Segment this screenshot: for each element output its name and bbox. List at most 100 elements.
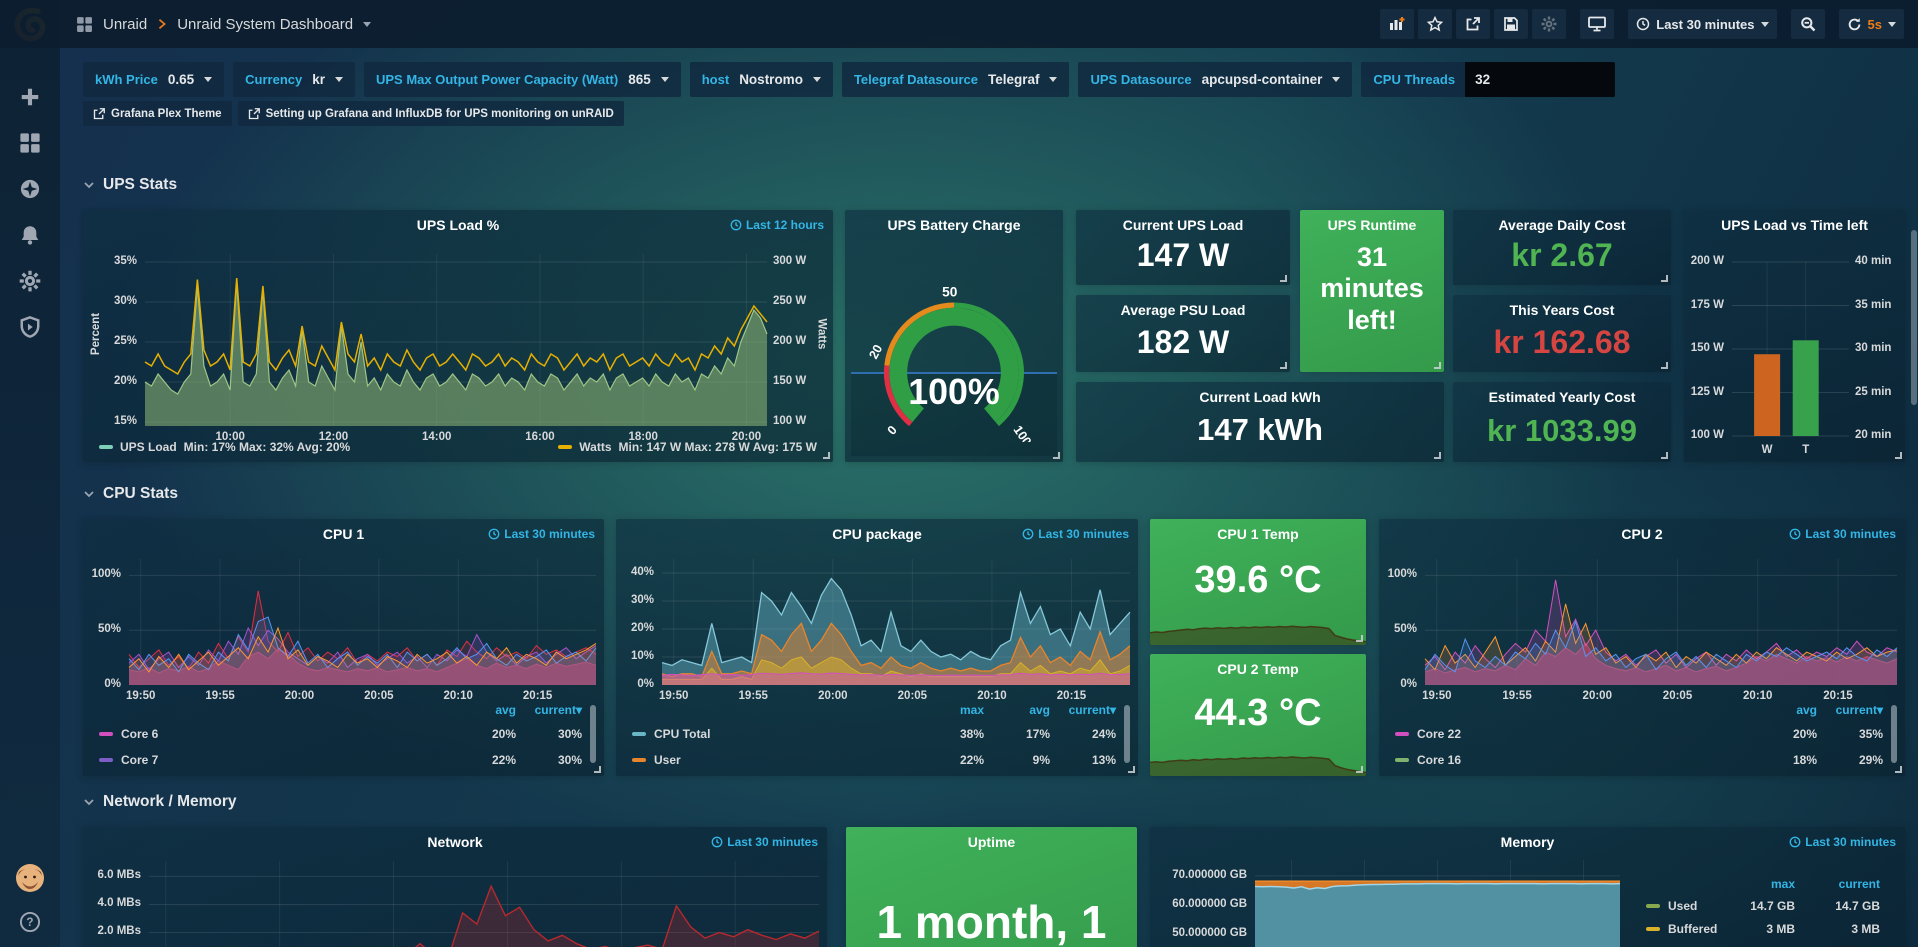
chart-cpu1[interactable]: 19:5019:5520:0020:0520:1020:150%50%100% xyxy=(83,553,604,685)
panel-resize-handle[interactable] xyxy=(1434,452,1441,459)
panel-resize-handle[interactable] xyxy=(1434,362,1441,369)
save-button[interactable] xyxy=(1494,9,1528,39)
legend-series[interactable]: User xyxy=(632,753,681,767)
variable-kwh-price[interactable]: kWh Price0.65 xyxy=(83,62,224,97)
page-title[interactable]: Unraid System Dashboard xyxy=(177,16,353,33)
panel-timerange[interactable]: Last 30 minutes xyxy=(488,527,595,541)
panel-timerange[interactable]: Last 30 minutes xyxy=(1789,835,1896,849)
axis-tick: 20:15 xyxy=(1048,690,1096,702)
panel-timerange[interactable]: Last 30 minutes xyxy=(711,835,818,849)
add-panel-button[interactable] xyxy=(1380,9,1414,39)
panel-resize-handle[interactable] xyxy=(1280,275,1287,282)
legend-col-max[interactable]: max xyxy=(929,703,984,717)
panel-resize-handle[interactable] xyxy=(823,452,830,459)
legend-col-current[interactable]: current xyxy=(1810,877,1880,891)
legend-col-current[interactable]: current▾ xyxy=(1056,703,1116,717)
panel-timerange[interactable]: Last 30 minutes xyxy=(1789,527,1896,541)
panel-title[interactable]: Average PSU Load xyxy=(1076,302,1290,318)
legend-series[interactable]: Core 22 xyxy=(1395,727,1461,741)
kiosk-mode-button[interactable] xyxy=(1580,9,1614,39)
help-icon[interactable]: ? xyxy=(19,911,41,933)
user-avatar[interactable] xyxy=(15,863,45,893)
legend-col-avg[interactable]: avg xyxy=(995,703,1050,717)
dashboards-icon[interactable] xyxy=(19,132,41,154)
section-ups-stats[interactable]: UPS Stats xyxy=(83,176,177,194)
section-network-memory[interactable]: Network / Memory xyxy=(83,793,237,811)
legend-series[interactable]: Used xyxy=(1646,899,1697,913)
panel-title[interactable]: Current Load kWh xyxy=(1076,389,1444,405)
panel-title[interactable]: UPS Runtime xyxy=(1300,217,1444,233)
zoom-out-button[interactable] xyxy=(1791,9,1825,39)
settings-button[interactable] xyxy=(1532,9,1566,39)
chart-time-left[interactable]: 200 W40 min175 W35 min150 W30 min125 W25… xyxy=(1684,238,1905,450)
legend-col-max[interactable]: max xyxy=(1725,877,1795,891)
legend-item[interactable]: WattsMin: 147 W Max: 278 W Avg: 175 W xyxy=(558,440,817,454)
panel-timerange[interactable]: Last 30 minutes xyxy=(1022,527,1129,541)
panel-resize-handle[interactable] xyxy=(1356,766,1363,773)
panel-resize-handle[interactable] xyxy=(1661,362,1668,369)
title-caret-icon[interactable] xyxy=(363,22,371,27)
panel-title[interactable]: This Years Cost xyxy=(1453,302,1671,318)
chart-network[interactable]: 2.0 MBs4.0 MBs6.0 MBs xyxy=(83,861,827,947)
variable-telegraf-datasource[interactable]: Telegraf DatasourceTelegraf xyxy=(842,62,1070,97)
explore-compass-icon[interactable] xyxy=(19,178,41,200)
panel-resize-handle[interactable] xyxy=(1356,635,1363,642)
server-admin-shield-icon[interactable] xyxy=(19,316,41,338)
variable-ups-max-output[interactable]: UPS Max Output Power Capacity (Watt)865 xyxy=(364,62,681,97)
legend-series[interactable]: Core 6 xyxy=(99,727,158,741)
dashboard-grid-icon[interactable] xyxy=(76,16,93,33)
breadcrumb-folder[interactable]: Unraid xyxy=(103,16,147,33)
panel-resize-handle[interactable] xyxy=(1661,275,1668,282)
panel-title[interactable]: CPU 2 Temp xyxy=(1150,661,1366,677)
battery-gauge[interactable]: 50 20 0 100 100% xyxy=(859,282,1049,442)
chart-cpu2[interactable]: 19:5019:5520:0020:0520:1020:150%50%100% xyxy=(1379,553,1905,685)
panel-resize-handle[interactable] xyxy=(1128,766,1135,773)
star-button[interactable] xyxy=(1418,9,1452,39)
panel-timerange[interactable]: Last 12 hours xyxy=(730,218,824,232)
section-cpu-stats[interactable]: CPU Stats xyxy=(83,485,178,503)
panel-title[interactable]: UPS Battery Charge xyxy=(845,217,1063,233)
legend-col-avg[interactable]: avg xyxy=(461,703,516,717)
variable-currency[interactable]: Currencykr xyxy=(233,62,355,97)
legend-col-current[interactable]: current▾ xyxy=(522,703,582,717)
variable-ups-datasource[interactable]: UPS Datasourceapcupsd-container xyxy=(1078,62,1352,97)
axis-tick: 200 W xyxy=(1684,255,1724,267)
legend-series[interactable]: Core 7 xyxy=(99,753,158,767)
legend-col-avg[interactable]: avg xyxy=(1762,703,1817,717)
legend-col-current[interactable]: current▾ xyxy=(1823,703,1883,717)
legend-series[interactable]: Buffered xyxy=(1646,922,1717,936)
panel-resize-handle[interactable] xyxy=(594,766,601,773)
time-range-picker[interactable]: Last 30 minutes xyxy=(1628,9,1776,39)
panel-resize-handle[interactable] xyxy=(1895,766,1902,773)
chart-cpu-package[interactable]: 19:5019:5520:0020:0520:1020:150%10%20%30… xyxy=(616,553,1138,685)
panel-title[interactable]: UPS Load vs Time left xyxy=(1684,217,1905,233)
alerting-bell-icon[interactable] xyxy=(19,224,41,246)
chart-ups-load[interactable]: 10:0012:0014:0016:0018:0020:0015%100 W20… xyxy=(93,246,823,426)
legend-series[interactable]: Core 16 xyxy=(1395,753,1461,767)
legend-scrollbar[interactable] xyxy=(590,705,596,763)
panel-resize-handle[interactable] xyxy=(1280,362,1287,369)
panel-title[interactable]: Average Daily Cost xyxy=(1453,217,1671,233)
cpu-threads-input[interactable] xyxy=(1465,62,1615,97)
axis-tick: 100% xyxy=(1379,568,1417,580)
legend-item[interactable]: UPS LoadMin: 17% Max: 32% Avg: 20% xyxy=(99,440,350,454)
panel-title[interactable]: Current UPS Load xyxy=(1076,217,1290,233)
panel-title[interactable]: Uptime xyxy=(846,834,1137,850)
panel-resize-handle[interactable] xyxy=(1053,452,1060,459)
legend-series[interactable]: CPU Total xyxy=(632,727,710,741)
configuration-gear-icon[interactable] xyxy=(19,270,41,292)
legend-scrollbar[interactable] xyxy=(1124,705,1130,763)
variable-host[interactable]: hostNostromo xyxy=(690,62,833,97)
refresh-picker[interactable]: 5s xyxy=(1839,9,1904,39)
create-plus-icon[interactable] xyxy=(19,86,41,108)
panel-resize-handle[interactable] xyxy=(1895,452,1902,459)
panel-title[interactable]: UPS Load % xyxy=(83,217,833,233)
link-grafana-plex-theme[interactable]: Grafana Plex Theme xyxy=(83,101,232,126)
panel-title[interactable]: CPU 1 Temp xyxy=(1150,526,1366,542)
link-ups-monitoring-guide[interactable]: Setting up Grafana and InfluxDB for UPS … xyxy=(238,101,624,126)
panel-title[interactable]: Estimated Yearly Cost xyxy=(1453,389,1671,405)
panel-resize-handle[interactable] xyxy=(1661,452,1668,459)
share-button[interactable] xyxy=(1456,9,1490,39)
legend-scrollbar[interactable] xyxy=(1891,705,1897,763)
page-scrollbar[interactable] xyxy=(1911,230,1917,405)
